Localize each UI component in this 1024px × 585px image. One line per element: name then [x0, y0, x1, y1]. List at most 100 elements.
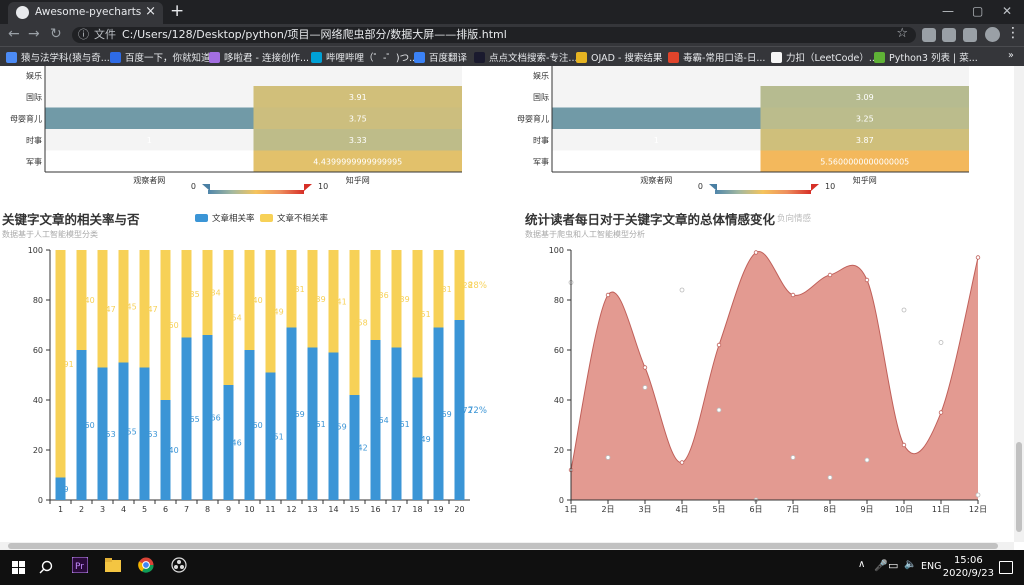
bookmark-item[interactable]: 哆啦君 - 连接创作... — [209, 50, 309, 64]
extension-icon[interactable] — [942, 28, 956, 42]
bar-chart-title: 关键字文章的相关率与否 — [2, 212, 140, 227]
bar-unrelated-label: 39 — [316, 295, 326, 304]
extension-icon[interactable] — [922, 28, 936, 42]
bookmark-star-icon[interactable]: ☆ — [896, 26, 908, 41]
new-tab-button[interactable]: + — [170, 1, 185, 21]
puzzle-icon[interactable] — [963, 28, 977, 42]
x-tick-label: 1 — [58, 505, 63, 514]
heat-cell-label: 3.33 — [349, 136, 367, 145]
bookmark-item[interactable]: 百度一下，你就知道 — [110, 50, 211, 64]
bar-related-label: 42 — [358, 444, 368, 453]
bar-related — [307, 347, 318, 500]
y-tick-label: 40 — [33, 396, 43, 405]
area-point — [901, 442, 907, 448]
bar-unrelated-label: 31 — [295, 285, 305, 294]
x-tick-label: 17 — [391, 505, 401, 514]
x-tick-label: 6 — [163, 505, 168, 514]
browser-tab[interactable]: Awesome-pyecharts × — [8, 2, 163, 24]
scatter-point — [975, 492, 981, 498]
scatter-point — [790, 455, 796, 460]
chrome-icon[interactable] — [138, 557, 154, 573]
stacked-bar-chart: 0204060801009911604025347355454534754060… — [28, 246, 487, 514]
y-tick-label: 40 — [554, 396, 564, 405]
y-tick-label: 60 — [554, 346, 564, 355]
windows-taskbar: Pr ∧ 🎤 ▭ 🔈 ENG 15:06 2020/9/23 — [0, 550, 1024, 585]
legend-swatch — [195, 214, 208, 222]
bookmark-item[interactable]: 点点文档搜索-专注... — [474, 50, 578, 64]
x-tick-label: 5日 — [712, 505, 725, 514]
y-tick-label: 20 — [33, 446, 43, 455]
scrollbar-thumb[interactable] — [8, 543, 998, 549]
legend-negative-sentiment[interactable]: 负向情感 — [777, 214, 812, 224]
bar-related-label: 69 — [442, 410, 452, 419]
profile-avatar[interactable] — [985, 27, 1000, 42]
bar-related-label: 69 — [295, 410, 305, 419]
bar-related — [349, 395, 360, 500]
search-icon[interactable] — [39, 560, 53, 574]
bookmark-item[interactable]: 力扣（LeetCode）... — [771, 50, 878, 64]
y-tick-label: 100 — [549, 246, 564, 255]
bar-unrelated — [286, 250, 297, 328]
scatter-point — [642, 385, 648, 390]
x-tick-label: 4 — [121, 505, 126, 514]
maximize-icon[interactable]: ▢ — [972, 4, 984, 18]
bar-related — [55, 477, 66, 500]
scrollbar-thumb[interactable] — [1016, 442, 1022, 532]
bar-related — [286, 327, 297, 500]
bar-related — [223, 385, 234, 500]
bar-unrelated-label: 47 — [106, 305, 116, 314]
bookmark-item[interactable]: 百度翻译 — [414, 50, 467, 64]
obs-icon[interactable] — [171, 557, 187, 573]
bar-unrelated-label: 91 — [64, 360, 74, 369]
forward-icon[interactable]: → — [28, 26, 40, 42]
url-scheme: 文件 — [94, 28, 116, 41]
y-tick-label: 0 — [559, 496, 564, 505]
premiere-icon[interactable]: Pr — [72, 557, 88, 573]
windows-start-icon[interactable] — [12, 561, 25, 574]
clock[interactable]: 15:06 2020/9/23 — [942, 555, 994, 579]
language-indicator[interactable]: ENG — [921, 561, 942, 572]
y-axis-label: 国际 — [26, 93, 42, 102]
notification-icon[interactable] — [999, 561, 1013, 574]
bar-unrelated — [202, 250, 213, 335]
microphone-icon[interactable]: 🎤 — [874, 559, 888, 572]
bookmark-item[interactable]: 毒霸-常用口语-日... — [668, 50, 765, 64]
back-icon[interactable]: ← — [8, 26, 20, 42]
menu-icon[interactable]: ⋮ — [1006, 25, 1020, 41]
chevron-up-icon[interactable]: ∧ — [858, 559, 866, 570]
bookmark-item[interactable]: 哔哩哔哩（゜-゜)つ... — [311, 50, 418, 64]
scatter-point — [716, 407, 722, 413]
reload-icon[interactable]: ↻ — [50, 26, 62, 42]
bookmark-item[interactable]: 猿与法学科(猿与奇... — [6, 50, 110, 64]
x-tick-label: 9日 — [860, 505, 873, 514]
url-text[interactable]: C:/Users/128/Desktop/python/项目—网络爬虫部分/数据… — [122, 28, 507, 41]
bookmark-item[interactable]: Python3 列表 | 菜... — [874, 50, 978, 64]
x-axis-label: 知乎网 — [346, 175, 370, 185]
bookmarks-overflow-icon[interactable]: » — [1008, 50, 1014, 61]
y-axis-label: 母婴育儿 — [10, 113, 42, 123]
bar-related-label: 55 — [127, 427, 137, 436]
bookmark-item[interactable]: OJAD - 搜索结果 — [576, 50, 662, 64]
area-point — [716, 342, 722, 348]
x-tick-label: 10 — [244, 505, 254, 514]
bar-related-label: 49 — [421, 435, 431, 444]
y-tick-label: 60 — [33, 346, 43, 355]
window-close-icon[interactable]: ✕ — [1002, 4, 1013, 18]
close-tab-icon[interactable]: × — [145, 4, 156, 19]
heatmap-left: 3.91 3.75 3.33 4.4399999999999995 1 娱乐国际母婴育儿时… — [10, 66, 462, 194]
info-icon[interactable]: ⓘ — [78, 28, 89, 41]
bar-related-label: 40 — [169, 446, 179, 455]
address-bar[interactable]: ⓘ 文件 C:/Users/128/Desktop/python/项目—网络爬虫… — [72, 26, 916, 43]
minimize-icon[interactable]: — — [942, 4, 954, 18]
legend-related[interactable]: 文章相关率 — [195, 212, 255, 224]
legend-unrelated[interactable]: 文章不相关率 — [260, 212, 328, 224]
file-explorer-icon[interactable] — [105, 557, 121, 573]
bookmark-icon — [6, 52, 17, 63]
horizontal-scrollbar[interactable] — [0, 542, 1014, 550]
bar-unrelated — [139, 250, 150, 368]
visual-map-handle — [709, 184, 717, 191]
vertical-scrollbar[interactable] — [1014, 66, 1024, 542]
bar-related — [160, 400, 171, 500]
bookmark-icon — [414, 52, 425, 63]
speaker-icon[interactable]: 🔈 — [904, 559, 917, 570]
